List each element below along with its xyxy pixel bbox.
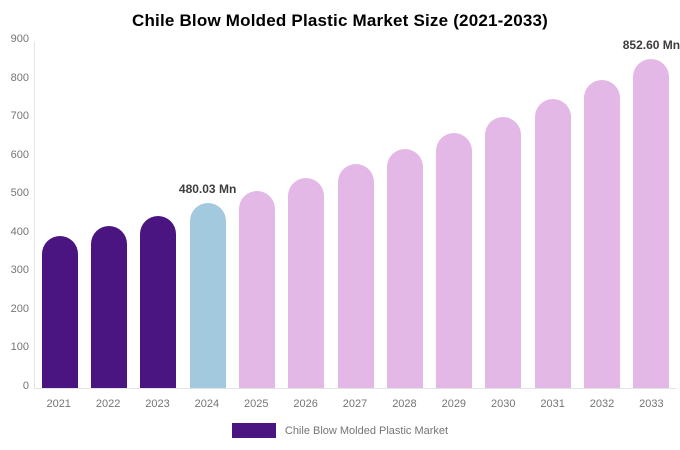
legend-label: Chile Blow Molded Plastic Market xyxy=(284,424,449,437)
bar-slot-2027 xyxy=(331,42,380,388)
bar-2025 xyxy=(238,190,275,388)
bar-slot-2033: 852.60 Mn xyxy=(623,38,680,388)
x-axis-tick-label-2021: 2021 xyxy=(46,398,71,410)
x-axis-tick-label-2024: 2024 xyxy=(194,398,220,410)
bar-2029 xyxy=(436,133,473,388)
y-axis-tick-label: 900 xyxy=(10,33,29,45)
y-axis-tick-label: 400 xyxy=(10,225,29,238)
bar-slot-2021 xyxy=(35,42,84,388)
bar-2030 xyxy=(485,116,522,388)
x-axis-tick-label-2030: 2030 xyxy=(490,398,516,410)
bar-slot-2023 xyxy=(134,42,183,388)
y-axis-tick-label: 700 xyxy=(10,110,29,123)
bar-2028 xyxy=(386,149,423,388)
bar-2026 xyxy=(288,177,325,388)
x-axis: 2021 2022 2023 2024 2025 2026 2027 2028 2029 2030… xyxy=(34,396,676,412)
bar-slot-2030 xyxy=(479,42,528,388)
y-axis-tick-label: 800 xyxy=(10,71,29,84)
x-axis-tick-label-2029: 2029 xyxy=(441,398,467,410)
y-axis-tick-label: 300 xyxy=(10,264,29,277)
bar-slot-2025 xyxy=(232,42,281,388)
legend-swatch xyxy=(231,423,276,438)
bar-value-label-2024: 480.03 Mn xyxy=(178,181,237,196)
bar-2033 xyxy=(633,59,670,388)
bar-slot-2024: 480.03 Mn xyxy=(179,42,236,388)
bar-slot-2032 xyxy=(577,42,626,388)
y-axis-tick-label: 200 xyxy=(10,302,29,315)
x-axis-tick-label-2023: 2023 xyxy=(145,398,170,410)
bar-2024 xyxy=(189,202,226,388)
x-axis-tick-label-2022: 2022 xyxy=(95,398,121,410)
y-axis-tick-label: 0 xyxy=(22,380,29,392)
x-axis-tick-label-2025: 2025 xyxy=(244,398,269,410)
x-axis-tick-label-2026: 2026 xyxy=(293,398,318,410)
x-axis-tick-label-2032: 2032 xyxy=(589,398,615,410)
bar-slot-2028 xyxy=(380,42,429,388)
bar-slot-2029 xyxy=(430,42,479,388)
bar-2021 xyxy=(41,236,78,388)
x-axis-tick-label-2031: 2031 xyxy=(540,398,565,410)
bar-2032 xyxy=(584,79,621,388)
bar-slot-2026 xyxy=(282,42,331,388)
legend: Chile Blow Molded Plastic Market xyxy=(0,423,680,438)
bar-2023 xyxy=(140,216,177,388)
chart-title: Chile Blow Molded Plastic Market Size (2… xyxy=(131,11,549,30)
bar-2031 xyxy=(534,98,571,388)
plot-area: 480.03 Mn 852.60 Mn xyxy=(34,38,680,389)
bar-2027 xyxy=(337,163,374,388)
x-axis-tick-label-2027: 2027 xyxy=(342,398,368,410)
bar-value-label-2033: 852.60 Mn xyxy=(622,38,680,53)
x-axis-tick-label-2028: 2028 xyxy=(392,398,417,410)
bar-slot-2022 xyxy=(84,42,133,388)
y-axis-tick-label: 100 xyxy=(10,341,29,354)
x-axis-tick-label-2033: 2033 xyxy=(639,398,664,410)
bar-2022 xyxy=(90,226,127,388)
y-axis-tick-label: 600 xyxy=(10,148,29,161)
y-axis-tick-label: 500 xyxy=(10,187,29,200)
y-axis: 0 100 200 300 400 500 600 700 800 900 xyxy=(0,34,29,392)
bar-slot-2031 xyxy=(528,42,577,388)
